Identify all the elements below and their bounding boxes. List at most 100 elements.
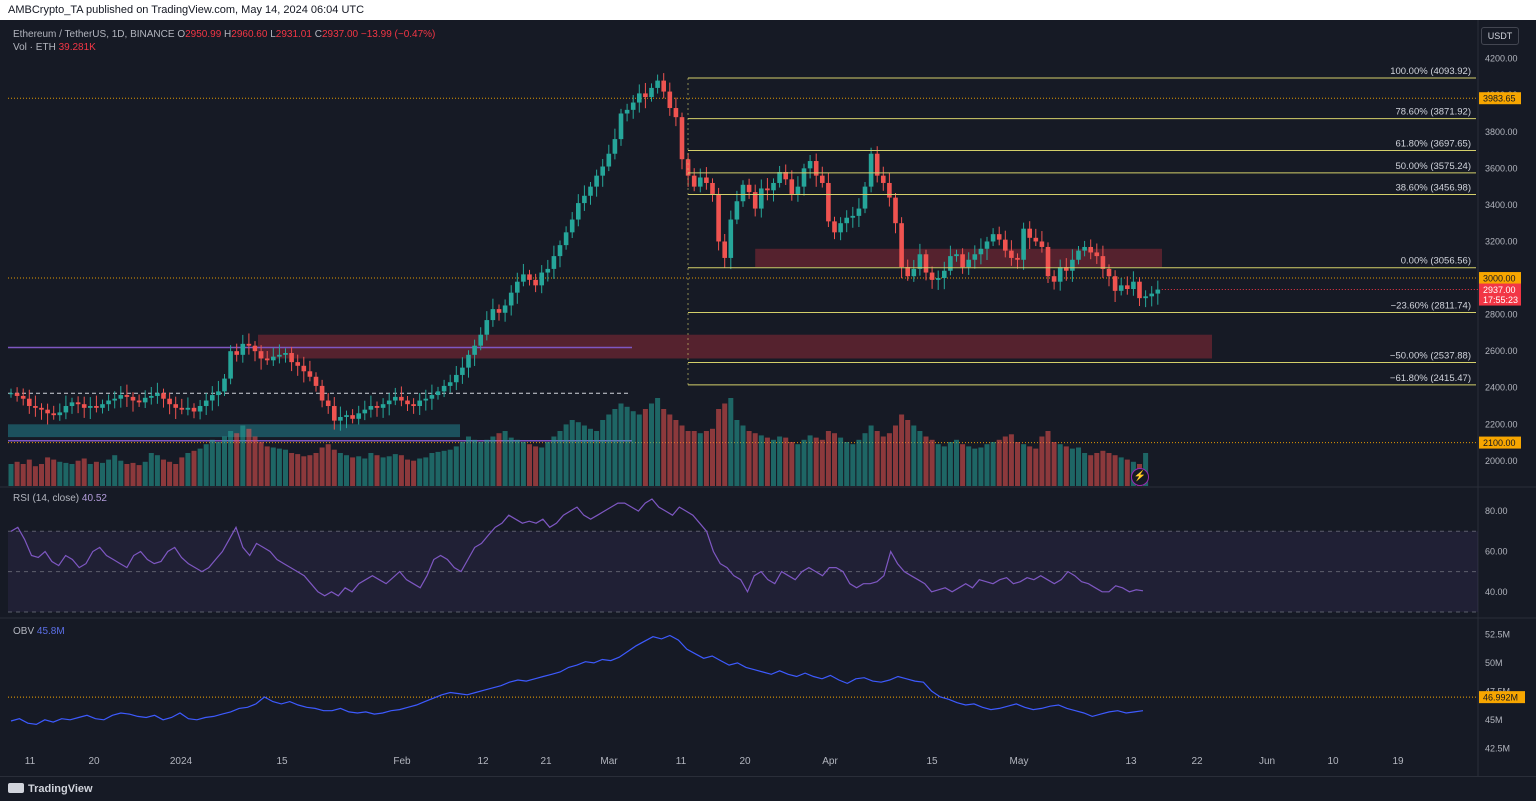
candle <box>81 404 87 408</box>
fib-level-label: 38.60% (3456.98) <box>1395 182 1471 193</box>
obv-tick-label: 45M <box>1485 715 1503 725</box>
price-tick-label: 3200.00 <box>1485 236 1518 246</box>
current-price-tag: 2937.00 <box>1483 285 1516 295</box>
tradingview-mark-icon <box>8 783 24 793</box>
candle <box>765 188 770 191</box>
time-tick-label: 11 <box>676 756 687 767</box>
volume-bar <box>960 444 966 486</box>
volume-bar <box>929 439 935 486</box>
volume-bar <box>862 433 868 486</box>
volume-bar <box>1106 453 1112 486</box>
volume-bar <box>624 406 630 486</box>
volume-bar <box>130 462 136 486</box>
volume-bar <box>514 439 520 486</box>
candle <box>728 219 734 258</box>
volume-bar <box>966 446 972 486</box>
candle <box>435 391 441 396</box>
candle <box>222 378 227 392</box>
candle <box>149 395 154 398</box>
publisher-text: AMBCrypto_TA published on TradingView.co… <box>8 4 365 16</box>
volume-bar <box>1076 447 1081 486</box>
volume-bar <box>880 436 886 486</box>
volume-bar <box>954 439 959 486</box>
volume-bar <box>1051 442 1057 486</box>
volume-bar <box>167 461 173 486</box>
volume-bar <box>380 457 386 486</box>
fib-level-label: 100.00% (4093.92) <box>1390 66 1471 77</box>
volume-bar <box>972 448 978 486</box>
currency-button[interactable]: USDT <box>1481 27 1519 45</box>
candle <box>801 168 807 187</box>
candle <box>734 201 740 220</box>
obv-tick-label: 52.5M <box>1485 629 1510 639</box>
candle <box>771 182 776 191</box>
candle <box>447 382 453 386</box>
volume-bar <box>746 431 752 486</box>
rsi-value: 40.52 <box>81 493 107 504</box>
price-tick-label: 2000.00 <box>1485 456 1518 466</box>
level-price-tag-bg <box>1479 272 1521 285</box>
candle <box>277 354 282 357</box>
candle <box>563 232 569 246</box>
volume-bar <box>325 444 331 486</box>
candle <box>881 175 886 183</box>
volume-bar <box>8 464 14 486</box>
obv-tick-label: 42.5M <box>1485 743 1510 753</box>
close-label: C <box>314 29 322 40</box>
volume-bar <box>935 444 941 486</box>
candle <box>118 395 124 399</box>
volume-bar <box>673 420 679 486</box>
volume-bar <box>234 433 240 486</box>
volume-bar <box>1094 453 1100 486</box>
candle <box>374 406 380 408</box>
candle <box>264 358 270 361</box>
time-tick-label: 11 <box>25 756 36 767</box>
candle <box>643 93 648 98</box>
candle <box>740 184 746 202</box>
obv-level-tag-bg <box>1479 691 1525 704</box>
candle <box>1149 293 1154 297</box>
volume-bar <box>1008 434 1014 486</box>
candle <box>399 396 404 401</box>
chart-canvas[interactable]: 100.00% (4093.92) 78.60% (3871.92) 61.80% … <box>0 20 1536 776</box>
lightning-icon[interactable]: ⚡ <box>1131 468 1149 486</box>
candle <box>51 413 56 416</box>
candle <box>990 234 996 242</box>
volume-bar <box>32 466 38 486</box>
publisher-bar: AMBCrypto_TA published on TradingView.co… <box>0 0 1536 20</box>
price-tick-label: 2600.00 <box>1485 346 1518 356</box>
volume-bar <box>679 425 685 486</box>
candle <box>923 254 929 273</box>
volume-bar <box>81 458 87 486</box>
volume-bar <box>539 447 545 486</box>
volume-bar <box>917 431 923 486</box>
candlesticks[interactable] <box>8 73 1161 431</box>
brand-text: TradingView <box>28 783 93 795</box>
volume-bar <box>289 453 295 486</box>
candle <box>820 175 825 183</box>
candle <box>246 343 252 346</box>
volume-bar <box>142 461 148 486</box>
volume-bar <box>1015 442 1020 486</box>
candle <box>39 407 44 410</box>
candle <box>905 267 910 277</box>
candle <box>1143 296 1148 299</box>
candle <box>466 354 471 368</box>
low-label: L <box>270 29 276 40</box>
candle <box>356 413 361 419</box>
candle <box>527 274 532 280</box>
fibonacci-retracement[interactable]: 100.00% (4093.92) 78.60% (3871.92) 61.80% … <box>687 66 1476 386</box>
volume-bar <box>844 442 850 486</box>
volume-bar <box>1124 459 1130 486</box>
volume-bar <box>795 444 801 486</box>
volume-bar <box>264 446 270 486</box>
candle <box>1039 241 1045 247</box>
candle <box>1045 246 1051 277</box>
volume-value: 39.281K <box>58 42 96 53</box>
candle <box>521 274 526 282</box>
candle <box>295 362 300 366</box>
volume-bar <box>173 464 179 486</box>
candle <box>1033 237 1039 242</box>
volume-bar <box>594 431 600 486</box>
candle <box>649 87 654 98</box>
